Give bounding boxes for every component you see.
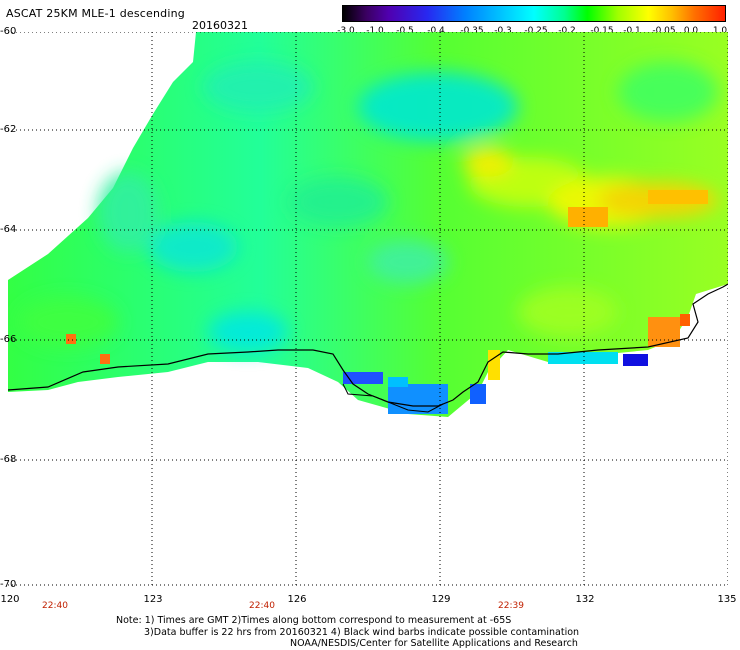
time-label: 22:40	[249, 601, 275, 611]
lon-label: 132	[575, 594, 595, 605]
time-label: 22:39	[498, 601, 524, 611]
colorbar-label: -0.15	[590, 26, 614, 36]
lat-label: -66	[0, 334, 17, 345]
map-plot	[8, 32, 728, 587]
map-date: 20160321	[192, 19, 248, 32]
colorbar-label: -3.0	[337, 26, 355, 36]
colorbar-label: -0.05	[652, 26, 676, 36]
colorbar	[342, 5, 726, 22]
footnote-line-2: 3)Data buffer is 22 hrs from 20160321 4)…	[144, 627, 580, 638]
lat-label: -70	[0, 579, 17, 590]
lat-label: -68	[0, 454, 17, 465]
lat-label: -62	[0, 124, 17, 135]
time-label: 22:40	[42, 601, 68, 611]
lon-label: 123	[143, 594, 163, 605]
colorbar-label: 1.0	[712, 26, 728, 36]
colorbar-label: 0.0	[683, 26, 699, 36]
colorbar-label: -0.25	[524, 26, 548, 36]
lon-label: 126	[287, 594, 307, 605]
lat-label: -60	[0, 26, 17, 37]
map-title: ASCAT 25KM MLE-1 descending	[6, 7, 185, 20]
colorbar-label: -1.0	[366, 26, 384, 36]
footnote-line-1: Note: 1) Times are GMT 2)Times along bot…	[116, 615, 512, 626]
graticule	[8, 32, 728, 587]
lon-label: 135	[717, 594, 737, 605]
colorbar-label: -0.1	[623, 26, 641, 36]
wind-data-field	[8, 32, 728, 417]
coastline-inlet	[342, 383, 444, 413]
colorbar-label: -0.3	[494, 26, 512, 36]
colorbar-label: -0.35	[460, 26, 484, 36]
colorbar-label: -0.4	[427, 26, 445, 36]
coastline	[8, 283, 728, 407]
lon-label: 129	[431, 594, 451, 605]
colorbar-label: -0.2	[558, 26, 576, 36]
lat-label: -64	[0, 224, 17, 235]
lon-label: 120	[0, 594, 20, 605]
footnote-line-3: NOAA/NESDIS/Center for Satellite Applica…	[290, 638, 578, 649]
colorbar-label: -0.5	[396, 26, 414, 36]
